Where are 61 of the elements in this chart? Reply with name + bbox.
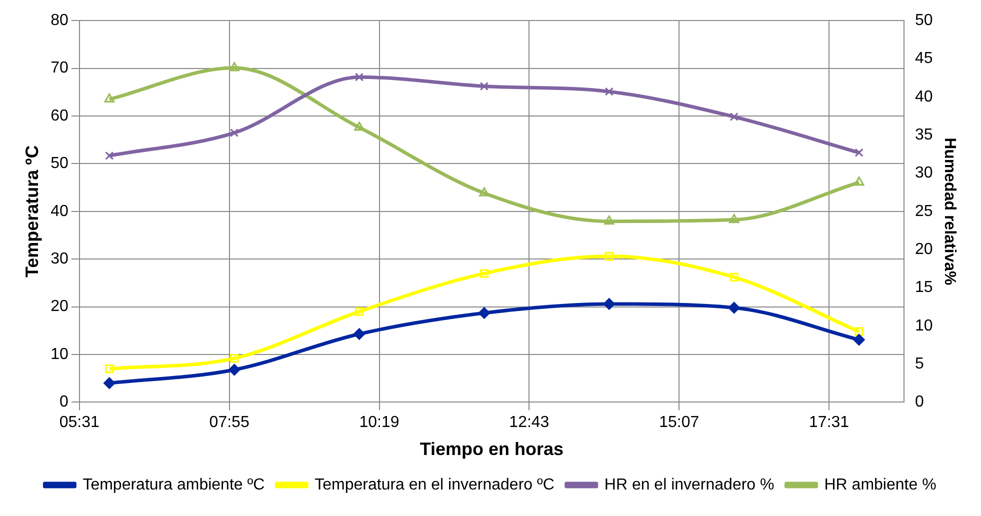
- point: [853, 334, 865, 346]
- point: [480, 82, 489, 91]
- x-tick-label: 12:43: [509, 414, 550, 432]
- point: [105, 364, 114, 374]
- point: [854, 148, 864, 157]
- x-tick-label: 10:19: [359, 414, 400, 432]
- point: [604, 216, 614, 225]
- point: [228, 364, 240, 376]
- point: [480, 269, 489, 278]
- y-tick-label: 80: [50, 12, 68, 30]
- x-tick-label: 15:07: [659, 414, 700, 432]
- point: [604, 87, 614, 96]
- y2-tick-label: 45: [915, 50, 933, 68]
- point: [353, 328, 366, 340]
- y2-tick-label: 20: [915, 240, 933, 258]
- y-tick-label: 0: [59, 394, 68, 411]
- y2-tick-label: 50: [915, 12, 933, 30]
- point: [730, 272, 738, 282]
- y2-tick-label: 15: [915, 279, 933, 296]
- x-axis-title: Tiempo en horas: [420, 439, 564, 460]
- y2-tick-label: 40: [915, 88, 933, 106]
- y-tick-label: 30: [50, 250, 68, 268]
- point: [728, 214, 740, 224]
- y2-tick-label: 35: [915, 126, 933, 144]
- legend-label: HR en el invernadero %: [604, 476, 774, 494]
- y-tick-label: 50: [50, 155, 68, 172]
- point: [230, 354, 239, 363]
- y-tick-label: 70: [50, 60, 68, 77]
- y2-tick-label: 5: [915, 355, 924, 372]
- y-tick-label: 60: [50, 107, 68, 124]
- y2-axis-title: Humedad relativa%: [940, 138, 958, 286]
- legend-label: HR ambiente %: [824, 476, 936, 494]
- point: [478, 307, 490, 319]
- point: [603, 298, 615, 310]
- point: [229, 62, 240, 72]
- legend-label: Temperatura ambiente ºC: [82, 476, 265, 494]
- point: [105, 151, 114, 160]
- y-tick-label: 40: [50, 202, 68, 220]
- y-tick-label: 10: [50, 346, 68, 363]
- point: [104, 93, 115, 103]
- point: [104, 377, 116, 389]
- y2-tick-label: 25: [915, 202, 933, 220]
- legend-label: Temperatura en el invernadero ºC: [314, 476, 554, 494]
- point: [354, 122, 364, 131]
- point: [230, 128, 239, 138]
- point: [479, 187, 490, 196]
- y2-tick-label: 0: [915, 394, 924, 411]
- point: [854, 327, 864, 336]
- x-tick-label: 17:31: [809, 414, 850, 432]
- point: [730, 112, 738, 122]
- point: [354, 72, 364, 82]
- x-tick-label: 05:31: [59, 414, 100, 432]
- y2-tick-label: 10: [915, 317, 933, 334]
- point: [728, 302, 740, 314]
- y-axis-title: Temperatura ºC: [22, 145, 42, 278]
- y2-tick-label: 30: [915, 164, 933, 182]
- point: [354, 307, 364, 316]
- point: [854, 176, 864, 186]
- point: [604, 252, 614, 261]
- y-tick-label: 20: [50, 298, 68, 316]
- x-tick-label: 07:55: [209, 414, 250, 432]
